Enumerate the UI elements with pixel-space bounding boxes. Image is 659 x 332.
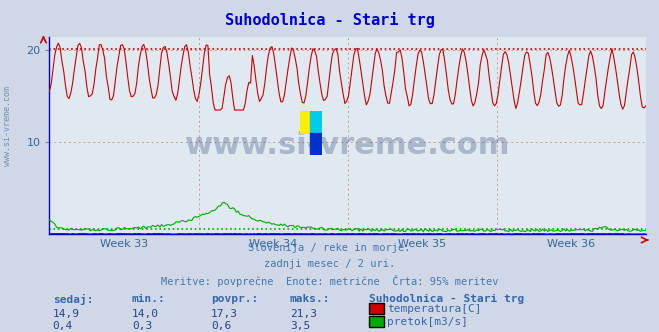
- Text: 14,9: 14,9: [53, 309, 80, 319]
- Text: 14,0: 14,0: [132, 309, 159, 319]
- Text: 17,3: 17,3: [211, 309, 238, 319]
- Text: www.si-vreme.com: www.si-vreme.com: [3, 86, 13, 166]
- Text: Suhodolnica - Stari trg: Suhodolnica - Stari trg: [369, 294, 525, 304]
- Text: Meritve: povprečne  Enote: metrične  Črta: 95% meritev: Meritve: povprečne Enote: metrične Črta:…: [161, 275, 498, 287]
- Text: 0,6: 0,6: [211, 321, 231, 331]
- Text: Slovenija / reke in morje.: Slovenija / reke in morje.: [248, 243, 411, 253]
- Text: maks.:: maks.:: [290, 294, 330, 304]
- Text: povpr.:: povpr.:: [211, 294, 258, 304]
- Text: Suhodolnica - Stari trg: Suhodolnica - Stari trg: [225, 12, 434, 28]
- Text: 3,5: 3,5: [290, 321, 310, 331]
- Text: zadnji mesec / 2 uri.: zadnji mesec / 2 uri.: [264, 259, 395, 269]
- Text: temperatura[C]: temperatura[C]: [387, 304, 482, 314]
- Text: min.:: min.:: [132, 294, 165, 304]
- Text: 0,3: 0,3: [132, 321, 152, 331]
- Text: sedaj:: sedaj:: [53, 294, 93, 305]
- Text: 21,3: 21,3: [290, 309, 317, 319]
- Text: 0,4: 0,4: [53, 321, 73, 331]
- Text: www.si-vreme.com: www.si-vreme.com: [185, 131, 510, 160]
- Text: pretok[m3/s]: pretok[m3/s]: [387, 317, 469, 327]
